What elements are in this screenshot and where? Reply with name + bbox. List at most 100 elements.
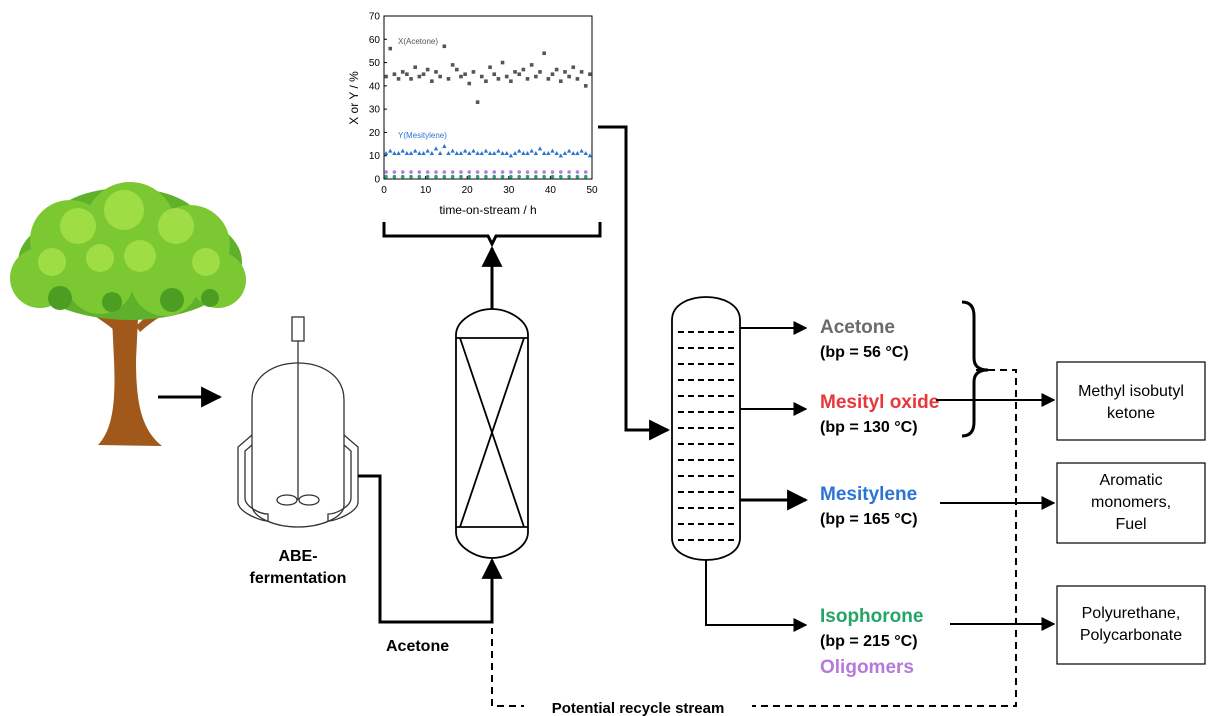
chart-point	[484, 170, 488, 174]
chart-point	[496, 77, 501, 81]
chart-point	[392, 170, 397, 174]
chart-point	[534, 170, 538, 174]
chart-point	[450, 170, 455, 174]
chart-x-tick-label: 40	[545, 185, 557, 196]
chart-point	[434, 174, 438, 179]
chart-point	[492, 150, 497, 155]
chart-point	[529, 63, 534, 67]
chart-point	[434, 170, 438, 174]
chart-point	[579, 148, 584, 153]
chart-point	[392, 174, 397, 179]
feed-acetone-label: Acetone	[386, 638, 449, 655]
chart-point	[575, 77, 580, 81]
chart-point	[437, 150, 443, 155]
chart-x-tick-label: 30	[503, 185, 515, 196]
chart-point	[479, 74, 484, 79]
chart-point	[425, 174, 430, 179]
chart-y-tick-label: 0	[374, 175, 380, 186]
chart-point	[417, 150, 422, 155]
chart-point	[392, 150, 397, 155]
chart-point	[450, 63, 455, 67]
chart-point	[400, 70, 405, 74]
chart-point	[542, 174, 546, 179]
chart-point	[396, 77, 401, 81]
chart-y-axis: 0 10 20 30 40 50 60 70	[369, 12, 387, 186]
application-mibk-line1: Methyl isobutyl	[1078, 383, 1184, 400]
chart-point	[492, 170, 497, 174]
chart-point	[384, 174, 388, 179]
chart-point	[512, 150, 518, 155]
chart-point	[575, 170, 580, 174]
application-box-poly	[1056, 585, 1206, 665]
chart-point	[492, 72, 497, 77]
chart-point	[500, 174, 505, 179]
chart-point	[467, 150, 472, 155]
chart-x-tick-label: 10	[420, 185, 432, 196]
chart-x-tick-label: 0	[381, 185, 387, 196]
chart-point	[409, 174, 413, 179]
chart-point	[396, 150, 401, 155]
chart-point	[583, 170, 588, 174]
chart-point	[400, 170, 405, 174]
chart-y-tick-label: 60	[369, 35, 381, 46]
chart-point	[400, 148, 405, 153]
chart-point	[571, 150, 576, 155]
chart-point	[587, 153, 593, 158]
chart-point	[417, 74, 422, 79]
chart-series	[383, 44, 593, 179]
chart-point	[566, 148, 572, 153]
chart-point	[550, 72, 555, 77]
chart-point	[563, 70, 567, 74]
chart-y-tick-label: 40	[369, 81, 381, 92]
chart-y-tick-label: 70	[369, 12, 381, 23]
chart-x-axis: 0 10 20 30 40 50	[381, 176, 598, 196]
chart-point	[541, 150, 547, 155]
application-aromatic-line2: monomers,	[1091, 494, 1171, 511]
chart-point	[517, 148, 522, 153]
chart-point	[546, 77, 551, 81]
chart-point	[550, 148, 555, 153]
chart-point	[462, 148, 468, 153]
chart-point	[425, 148, 430, 153]
chart-point	[554, 150, 559, 155]
chart-y-tick-label: 50	[369, 58, 381, 69]
chart-point	[442, 144, 447, 148]
chart-point	[504, 74, 509, 79]
chart-point	[558, 153, 563, 158]
recycle-stream-line	[491, 369, 1017, 707]
packed-bed-reactor-icon	[455, 308, 529, 559]
product-brace	[961, 300, 989, 438]
chart-x-tick-label: 20	[462, 185, 474, 196]
chart-point	[458, 150, 464, 155]
chart-y-tick-label: 10	[369, 151, 381, 162]
chart-point	[508, 153, 514, 158]
chart-point	[417, 170, 422, 174]
chart-series-2	[384, 170, 588, 174]
chart-point	[475, 100, 480, 104]
chart-point	[425, 67, 430, 72]
chart-point	[509, 79, 513, 83]
chart-point	[550, 170, 555, 174]
product-mesitylene-name: Mesitylene	[820, 484, 917, 505]
chart-point	[484, 79, 488, 83]
chart-point	[562, 150, 568, 155]
chart-point	[521, 150, 526, 155]
chart-point	[483, 148, 489, 153]
chart-point	[388, 46, 393, 51]
application-mibk-line2: ketone	[1107, 405, 1155, 422]
chart-point	[409, 170, 413, 174]
chart-y-axis-label: X or Y / %	[347, 71, 361, 125]
chart-point	[450, 148, 455, 153]
chart-point	[500, 150, 505, 155]
fermenter-icon	[237, 316, 359, 528]
product-acetone-name: Acetone	[820, 317, 895, 338]
application-box-aromatic	[1056, 462, 1206, 544]
chart-point	[583, 174, 588, 179]
chart-series-1	[383, 144, 593, 158]
chart-point	[559, 170, 563, 174]
conversion-yield-chart: 0 10 20 30 40 50 60 70 0 10 20 30 40 50 X(Acetone) Y…	[347, 12, 598, 218]
chart-point	[413, 65, 417, 70]
chart-point	[450, 174, 455, 179]
